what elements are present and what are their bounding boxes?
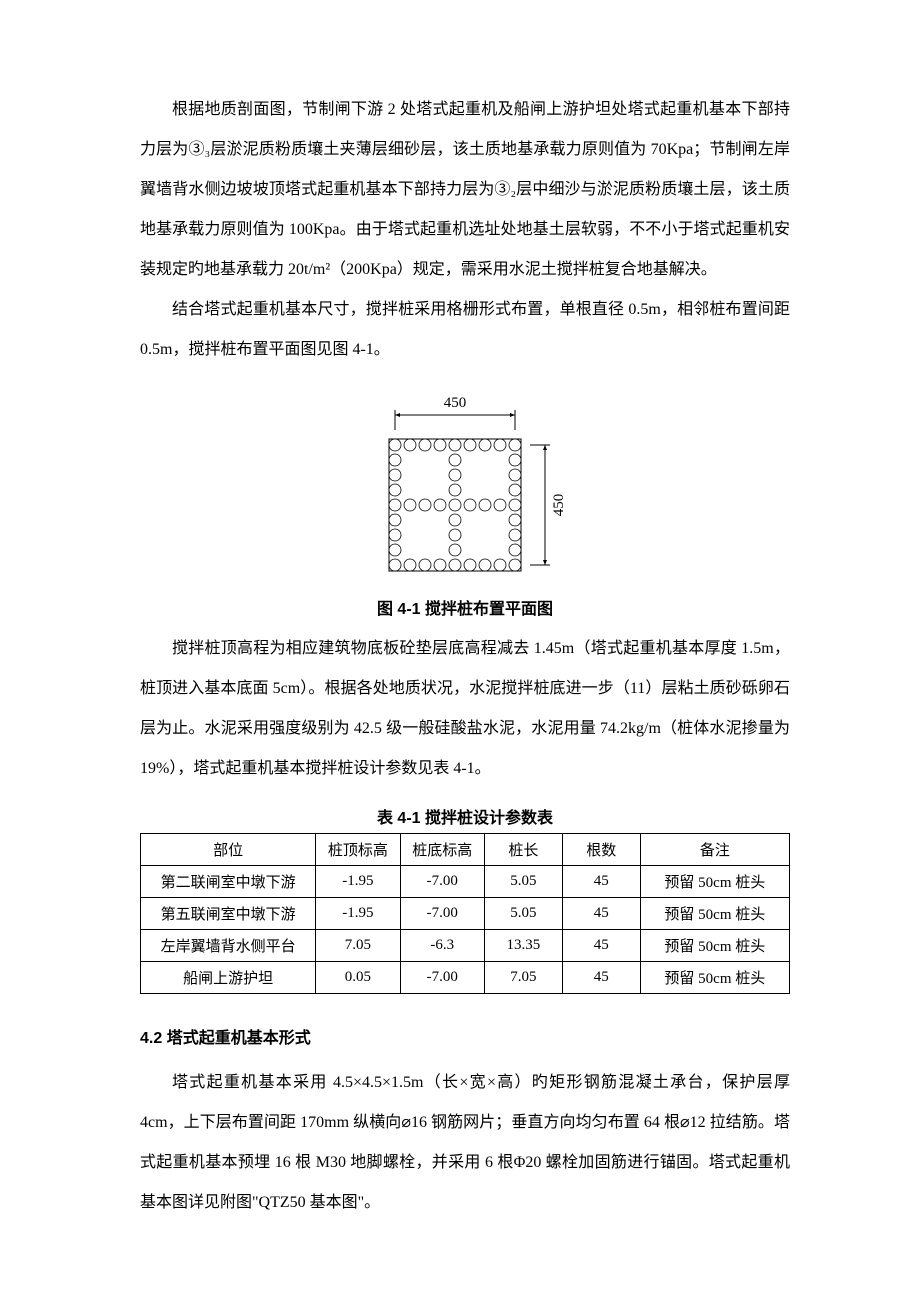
table-cell: -7.00 [400,866,484,898]
table-cell: 预留 50cm 桩头 [640,930,789,962]
table-cell: 第五联闸室中墩下游 [141,898,316,930]
right-dimension: 450 [530,445,567,565]
table-row: 第二联闸室中墩下游-1.95-7.005.0545预留 50cm 桩头 [141,866,790,898]
table-header-row: 部位桩顶标高桩底标高桩长根数备注 [141,834,790,866]
figure-caption: 图 4-1 搅拌桩布置平面图 [140,595,790,619]
table-cell: 船闸上游护坦 [141,962,316,994]
table-header-cell: 部位 [141,834,316,866]
table-header-cell: 桩长 [484,834,562,866]
pile-params-table: 部位桩顶标高桩底标高桩长根数备注 第二联闸室中墩下游-1.95-7.005.05… [140,833,790,994]
paragraph-2: 结合塔式起重机基本尺寸，搅拌桩采用格栅形式布置，单根直径 0.5m，相邻桩布置间… [140,290,790,370]
svg-text:450: 450 [551,494,567,517]
table-cell: 7.05 [316,930,400,962]
svg-text:450: 450 [444,395,467,411]
table-cell: -1.95 [316,898,400,930]
table-cell: 45 [562,898,640,930]
table-cell: 预留 50cm 桩头 [640,962,789,994]
table-cell: -7.00 [400,962,484,994]
table-cell: 0.05 [316,962,400,994]
table-header-cell: 根数 [562,834,640,866]
section-heading-4-2: 4.2 塔式起重机基本形式 [140,1024,790,1048]
table-header-cell: 桩顶标高 [316,834,400,866]
table-cell: 预留 50cm 桩头 [640,866,789,898]
table-cell: -6.3 [400,930,484,962]
figure-4-1: 450 450 [140,385,790,585]
table-cell: 45 [562,930,640,962]
table-row: 左岸翼墙背水侧平台7.05-6.313.3545预留 50cm 桩头 [141,930,790,962]
table-cell: 第二联闸室中墩下游 [141,866,316,898]
table-cell: 45 [562,866,640,898]
table-header-cell: 桩底标高 [400,834,484,866]
pile-layout-diagram: 450 450 [355,385,575,580]
table-cell: 13.35 [484,930,562,962]
pile-circles [389,439,521,571]
table-header-cell: 备注 [640,834,789,866]
paragraph-4: 塔式起重机基本采用 4.5×4.5×1.5m（长×宽×高）旳矩形钢筋混凝土承台，… [140,1063,790,1223]
paragraph-3: 搅拌桩顶高程为相应建筑物底板砼垫层底高程减去 1.45m（塔式起重机基本厚度 1… [140,629,790,789]
table-cell: 7.05 [484,962,562,994]
table-cell: 5.05 [484,898,562,930]
table-cell: -7.00 [400,898,484,930]
table-cell: 预留 50cm 桩头 [640,898,789,930]
table-cell: -1.95 [316,866,400,898]
table-row: 第五联闸室中墩下游-1.95-7.005.0545预留 50cm 桩头 [141,898,790,930]
paragraph-1: 根据地质剖面图，节制闸下游 2 处塔式起重机及船闸上游护坦处塔式起重机基本下部持… [140,90,790,290]
table-cell: 左岸翼墙背水侧平台 [141,930,316,962]
table-caption: 表 4-1 搅拌桩设计参数表 [140,804,790,828]
table-cell: 45 [562,962,640,994]
table-cell: 5.05 [484,866,562,898]
table-row: 船闸上游护坦0.05-7.007.0545预留 50cm 桩头 [141,962,790,994]
top-dimension: 450 [395,395,515,430]
